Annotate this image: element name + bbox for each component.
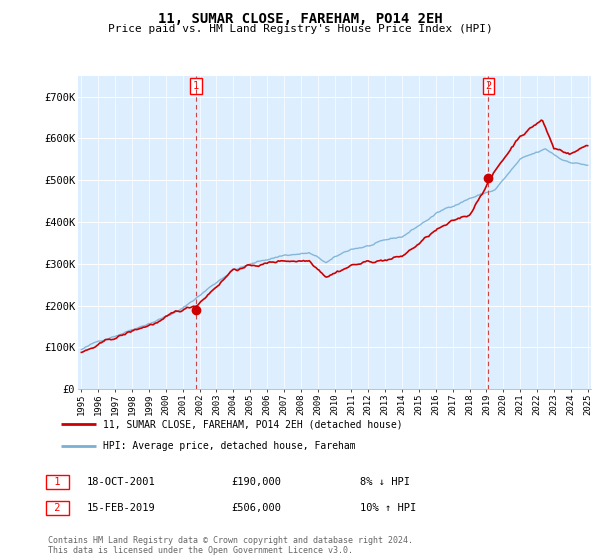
Text: 1: 1 — [48, 477, 67, 487]
Text: HPI: Average price, detached house, Fareham: HPI: Average price, detached house, Fare… — [103, 441, 356, 451]
Text: £190,000: £190,000 — [231, 477, 281, 487]
Text: 10% ↑ HPI: 10% ↑ HPI — [360, 503, 416, 513]
Text: 2: 2 — [48, 503, 67, 513]
Text: 15-FEB-2019: 15-FEB-2019 — [87, 503, 156, 513]
Text: 8% ↓ HPI: 8% ↓ HPI — [360, 477, 410, 487]
Text: 11, SUMAR CLOSE, FAREHAM, PO14 2EH: 11, SUMAR CLOSE, FAREHAM, PO14 2EH — [158, 12, 442, 26]
Text: Contains HM Land Registry data © Crown copyright and database right 2024.
This d: Contains HM Land Registry data © Crown c… — [48, 536, 413, 556]
Text: 1: 1 — [193, 81, 199, 91]
Text: 2: 2 — [485, 81, 491, 91]
Text: Price paid vs. HM Land Registry's House Price Index (HPI): Price paid vs. HM Land Registry's House … — [107, 24, 493, 34]
Text: £506,000: £506,000 — [231, 503, 281, 513]
Text: 18-OCT-2001: 18-OCT-2001 — [87, 477, 156, 487]
Text: 11, SUMAR CLOSE, FAREHAM, PO14 2EH (detached house): 11, SUMAR CLOSE, FAREHAM, PO14 2EH (deta… — [103, 419, 403, 429]
